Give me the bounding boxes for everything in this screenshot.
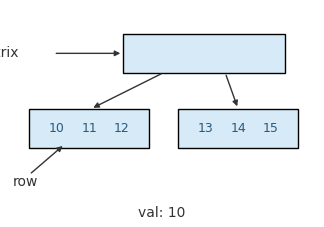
Text: 15: 15 — [263, 122, 278, 135]
FancyBboxPatch shape — [178, 109, 298, 148]
Text: val: 10: val: 10 — [138, 206, 186, 220]
Text: 11: 11 — [81, 122, 97, 135]
FancyBboxPatch shape — [29, 109, 149, 148]
Text: matrix: matrix — [0, 46, 19, 60]
Text: 13: 13 — [198, 122, 214, 135]
Text: 10: 10 — [49, 122, 64, 135]
Text: 12: 12 — [114, 122, 129, 135]
Text: 14: 14 — [230, 122, 246, 135]
Text: row: row — [13, 175, 38, 189]
FancyBboxPatch shape — [123, 34, 285, 73]
